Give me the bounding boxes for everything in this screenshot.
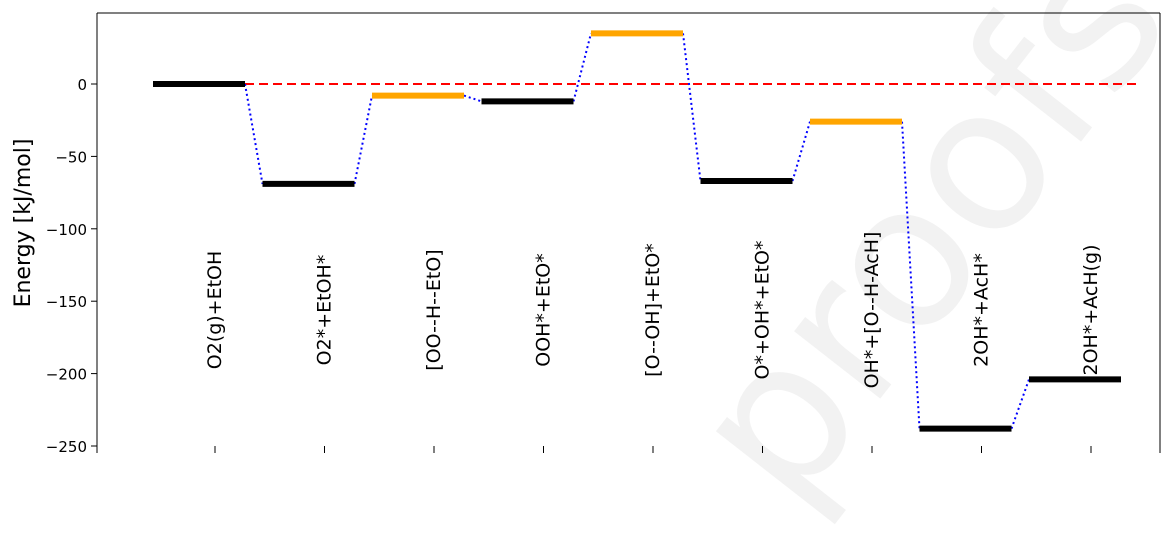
axes (96, 12, 1161, 453)
state-label-1: O2(g)+EtOH (204, 251, 226, 370)
state-label-6: O*+OH*+EtO* (752, 241, 774, 380)
y-tick-label-5: −250 (46, 438, 87, 455)
connector-1 (244, 83, 264, 185)
connector-8 (1010, 379, 1030, 429)
state-label-8: 2OH*+AcH* (971, 253, 993, 367)
state-labels: O2(g)+EtOH O2*+EtOH* [OO--H--EtO] OOH*+EtO*… (204, 232, 1102, 389)
y-tick-label-1: −50 (55, 148, 87, 166)
connector-2 (353, 95, 373, 185)
connector-4 (572, 33, 592, 102)
y-tick-label-2: −100 (46, 221, 87, 239)
y-tick-label-0: 0 (77, 76, 87, 94)
x-ticks (214, 446, 1092, 453)
connector-5 (682, 33, 702, 182)
connector-6 (791, 121, 811, 182)
state-label-4: OOH*+EtO* (533, 253, 555, 367)
energy-levels (153, 30, 1121, 432)
connector-7 (901, 121, 921, 429)
y-ticks: 0 −50 −100 −150 −200 −250 (46, 76, 97, 455)
energy-diagram: O2(g)+EtOH O2*+EtOH* [OO--H--EtO] OOH*+EtO*… (11, 12, 1161, 455)
y-tick-label-3: −150 (46, 293, 87, 311)
state-label-2: O2*+EtOH* (314, 255, 336, 366)
state-label-3: [OO--H--EtO] (423, 249, 445, 370)
state-label-5: [O--OH]+EtO* (642, 243, 664, 377)
y-axis-label: Energy [kJ/mol] (11, 139, 36, 308)
connector-3 (463, 94, 482, 103)
state-label-7: OH*+[O--H-AcH] (861, 232, 883, 389)
connectors (244, 33, 1030, 429)
state-label-9: 2OH*+AcH(g) (1080, 244, 1102, 375)
y-tick-label-4: −200 (46, 366, 87, 384)
